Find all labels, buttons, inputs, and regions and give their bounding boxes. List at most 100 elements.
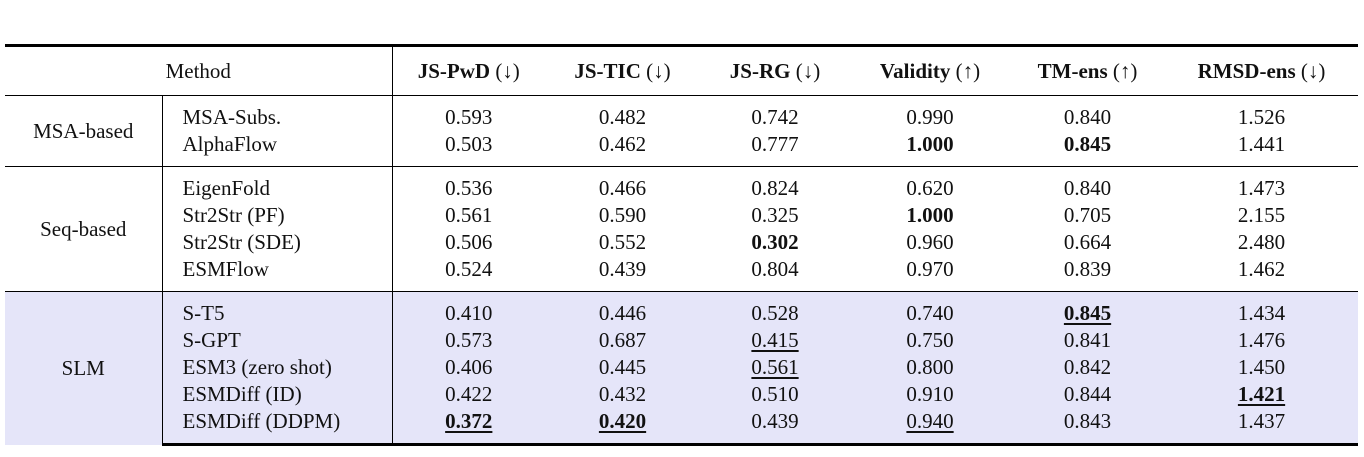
metric-header: JS-TIC (↓) <box>545 44 701 96</box>
value-cell: 0.844 <box>1010 381 1165 408</box>
value: 1.462 <box>1237 257 1286 281</box>
value: 0.422 <box>445 382 493 406</box>
method-group: SLM S-T5 0.410 0.446 0.528 0.740 0.845 1.434 S-G… <box>5 291 1359 446</box>
method-cell: ESMDiff (DDPM) <box>162 408 393 446</box>
value: 1.441 <box>1237 132 1286 156</box>
value-cell: 0.446 <box>545 291 701 327</box>
method-row: SLM S-T5 0.410 0.446 0.528 0.740 0.845 1.434 <box>5 291 1359 445</box>
value: 0.705 <box>1063 203 1112 227</box>
method-name: MSA-Subs. <box>182 105 282 129</box>
group-name: Seq-based <box>40 216 127 241</box>
value-cell: 0.620 <box>850 166 1011 202</box>
value: 0.990 <box>906 105 954 129</box>
results-table: Method JS-PwD (↓) JS-TIC (↓) JS-RG (↓) Valid… <box>5 44 1359 446</box>
value-cell: 0.664 <box>1010 229 1165 256</box>
value-cell: 0.422 <box>392 381 545 408</box>
value: 0.406 <box>445 355 493 379</box>
value-cell: 0.740 <box>850 291 1011 327</box>
method-row: ESMFlow 0.524 0.439 0.804 0.970 0.839 1.462 <box>5 256 1358 292</box>
value: 0.466 <box>598 176 647 200</box>
metric-name: JS-TIC <box>574 58 641 83</box>
method-name: EigenFold <box>182 176 271 200</box>
metric-name: JS-PwD <box>417 58 491 83</box>
metric-direction: (↑) <box>1112 58 1138 83</box>
value-cell: 0.432 <box>545 381 700 408</box>
method-group: MSA-based MSA-Subs. 0.593 0.482 0.742 0.990 0.… <box>5 95 1359 167</box>
value-cell: 0.590 <box>545 202 700 229</box>
method-cell: S-GPT <box>162 327 393 354</box>
value-cell: 0.528 <box>700 291 851 327</box>
value: 0.573 <box>445 328 493 352</box>
value-cell: 1.462 <box>1165 256 1358 292</box>
metric-direction: (↓) <box>495 58 520 83</box>
value-cell: 0.406 <box>392 354 545 381</box>
value: 0.536 <box>445 176 493 200</box>
value: 1.450 <box>1237 355 1286 379</box>
value: 0.590 <box>598 203 647 227</box>
method-row: AlphaFlow 0.503 0.462 0.777 1.000 0.845 1.441 <box>5 131 1358 167</box>
value-cell: 0.506 <box>392 229 545 256</box>
value: 0.845 <box>1063 132 1112 156</box>
value-cell: 0.445 <box>545 354 700 381</box>
value: 0.439 <box>598 257 647 281</box>
value: 0.302 <box>751 230 799 254</box>
value: 0.561 <box>445 203 493 227</box>
value-cell: 0.410 <box>392 291 546 327</box>
value: 0.439 <box>751 409 799 433</box>
value: 0.506 <box>445 230 493 254</box>
value: 0.561 <box>751 355 799 379</box>
method-row: Str2Str (PF) 0.561 0.590 0.325 1.000 0.705 2.1… <box>5 202 1358 229</box>
value: 0.960 <box>906 230 954 254</box>
method-cell: AlphaFlow <box>162 131 393 167</box>
value-cell: 1.421 <box>1165 381 1358 408</box>
value: 0.415 <box>751 328 799 352</box>
value: 0.372 <box>445 409 493 433</box>
value-cell: 2.155 <box>1165 202 1358 229</box>
value: 0.687 <box>598 328 647 352</box>
group-name: SLM <box>61 355 105 380</box>
value-cell: 0.804 <box>700 256 850 292</box>
value: 0.841 <box>1063 328 1112 352</box>
value-cell: 0.705 <box>1010 202 1165 229</box>
value-cell: 0.970 <box>850 256 1010 292</box>
value: 1.437 <box>1237 409 1286 433</box>
method-row: S-GPT 0.573 0.687 0.415 0.750 0.841 1.476 <box>5 327 1358 354</box>
value-cell: 0.800 <box>850 354 1010 381</box>
metric-direction: (↓) <box>1300 58 1326 83</box>
method-name: ESMDiff (ID) <box>182 382 302 406</box>
value: 0.777 <box>751 132 799 156</box>
method-name: ESM3 (zero shot) <box>182 355 332 379</box>
method-group: Seq-based EigenFold 0.536 0.466 0.824 0.620 0.… <box>5 166 1359 292</box>
value: 0.840 <box>1063 105 1112 129</box>
method-cell: Str2Str (PF) <box>162 202 393 229</box>
value: 0.839 <box>1063 257 1112 281</box>
value: 0.446 <box>598 301 647 325</box>
value: 0.593 <box>445 105 493 129</box>
method-cell: S-T5 <box>162 291 393 327</box>
method-name: ESMFlow <box>182 257 269 281</box>
metric-name: JS-RG <box>729 58 791 83</box>
method-name: S-GPT <box>182 328 241 352</box>
method-row: MSA-based MSA-Subs. 0.593 0.482 0.742 0.990 0.… <box>5 95 1359 167</box>
value: 1.000 <box>906 132 954 156</box>
value-cell: 0.482 <box>545 95 701 131</box>
method-cell: EigenFold <box>162 166 393 202</box>
value: 1.473 <box>1237 176 1286 200</box>
value-cell: 0.742 <box>700 95 851 131</box>
value: 0.845 <box>1063 301 1112 325</box>
value-cell: 0.845 <box>1010 291 1166 327</box>
value: 0.742 <box>751 105 799 129</box>
value: 0.804 <box>751 257 799 281</box>
value: 1.434 <box>1237 301 1286 325</box>
value: 0.503 <box>445 132 493 156</box>
value-cell: 0.573 <box>392 327 545 354</box>
value-cell: 0.510 <box>700 381 850 408</box>
value-cell: 0.990 <box>850 95 1011 131</box>
method-row: Str2Str (SDE) 0.506 0.552 0.302 0.960 0.664 2.… <box>5 229 1358 256</box>
value-cell: 0.439 <box>700 408 851 446</box>
method-name: Str2Str (PF) <box>182 203 285 227</box>
value: 0.843 <box>1063 409 1112 433</box>
value: 0.750 <box>906 328 954 352</box>
value: 0.824 <box>751 176 799 200</box>
